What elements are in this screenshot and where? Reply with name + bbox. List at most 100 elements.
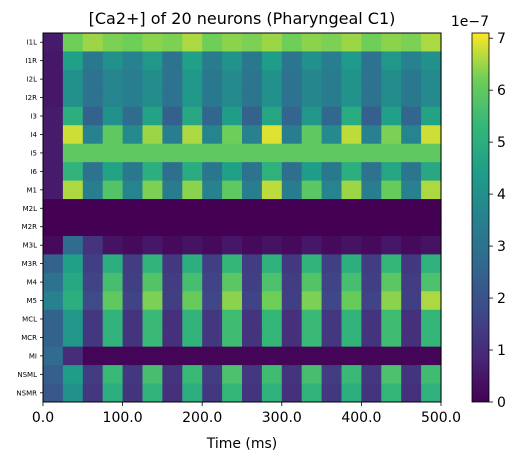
heatmap-cell: [122, 69, 144, 89]
heatmap-cell: [202, 272, 223, 292]
heatmap-cell: [281, 291, 303, 311]
heatmap-cell: [361, 365, 382, 384]
heatmap-cell: [43, 199, 64, 218]
heatmap-cell: [142, 383, 163, 403]
y-tick-label: I1R: [26, 57, 38, 65]
heatmap-cell: [361, 383, 382, 403]
heatmap-cell: [261, 291, 283, 311]
heatmap-cell: [381, 328, 402, 348]
y-tick-label: I2L: [27, 76, 38, 84]
heatmap-cell: [142, 143, 163, 163]
y-tick-label: M2L: [23, 205, 37, 213]
heatmap-cell: [242, 162, 263, 181]
heatmap-cell: [301, 33, 323, 52]
heatmap-cell: [361, 69, 382, 89]
heatmap-cell: [401, 106, 422, 126]
heatmap-cell: [281, 199, 303, 218]
heatmap-cell: [281, 162, 303, 181]
heatmap-cell: [162, 106, 183, 126]
heatmap-cell: [381, 199, 402, 218]
heatmap-cell: [281, 272, 303, 292]
heatmap-cell: [102, 69, 124, 89]
heatmap-cell: [242, 69, 263, 89]
heatmap-cell: [102, 272, 124, 292]
heatmap-cell: [421, 235, 442, 255]
heatmap-cell: [182, 272, 203, 292]
heatmap-cell: [62, 106, 84, 126]
heatmap-cell: [301, 291, 323, 311]
heatmap-cell: [142, 346, 163, 366]
heatmap-cell: [182, 88, 203, 108]
heatmap-cell: [142, 328, 163, 348]
heatmap-cell: [202, 88, 223, 108]
heatmap-cell: [142, 69, 163, 89]
heatmap-cell: [142, 162, 163, 181]
heatmap-cell: [301, 180, 323, 200]
heatmap-cell: [321, 180, 343, 200]
heatmap-cell: [202, 365, 223, 384]
heatmap-cell: [102, 88, 124, 108]
heatmap-cell: [82, 217, 104, 237]
heatmap-cell: [162, 254, 183, 274]
heatmap-cell: [122, 291, 144, 311]
heatmap-cell: [242, 346, 263, 366]
heatmap-cell: [321, 33, 343, 52]
heatmap-cell: [341, 217, 362, 237]
x-tick-label: 0.0: [32, 410, 54, 426]
heatmap-cell: [361, 143, 382, 163]
heatmap-cell: [82, 254, 104, 274]
heatmap-cell: [381, 346, 402, 366]
heatmap-cell: [261, 143, 283, 163]
heatmap-cell: [242, 106, 263, 126]
heatmap-cell: [341, 309, 362, 329]
heatmap-cell: [301, 309, 323, 329]
heatmap-cell: [341, 199, 362, 218]
heatmap-cell: [261, 383, 283, 403]
heatmap-cell: [182, 365, 203, 384]
heatmap-cell: [202, 162, 223, 181]
heatmap-cell: [321, 199, 343, 218]
heatmap-cell: [341, 254, 362, 274]
heatmap-cell: [222, 346, 243, 366]
heatmap-cell: [421, 88, 442, 108]
heatmap-cell: [281, 383, 303, 403]
heatmap-cell: [222, 33, 243, 52]
heatmap-cell: [261, 69, 283, 89]
heatmap-cell: [261, 309, 283, 329]
x-axis-label: Time (ms): [206, 436, 278, 452]
colorbar-tick-label: 3: [497, 239, 506, 255]
heatmap-cell: [361, 254, 382, 274]
heatmap-cell: [82, 51, 104, 71]
heatmap-cell: [242, 309, 263, 329]
heatmap-cell: [242, 217, 263, 237]
heatmap-cell: [122, 88, 144, 108]
heatmap-cell: [182, 125, 203, 145]
heatmap-cell: [301, 217, 323, 237]
heatmap-cell: [361, 33, 382, 52]
heatmap-cell: [421, 143, 442, 163]
heatmap-cell: [381, 88, 402, 108]
heatmap-cell: [401, 254, 422, 274]
heatmap-cell: [281, 143, 303, 163]
heatmap-cell: [102, 365, 124, 384]
heatmap-cell: [182, 69, 203, 89]
heatmap-cell: [222, 328, 243, 348]
heatmap-cell: [222, 309, 243, 329]
colorbar-tick-label: 2: [497, 291, 506, 307]
heatmap-cell: [43, 309, 64, 329]
heatmap-cell: [381, 106, 402, 126]
heatmap-cell: [102, 180, 124, 200]
heatmap-cell: [401, 88, 422, 108]
heatmap-cell: [381, 291, 402, 311]
y-axis: I1L I1R I2L I2R I3 I4 I5 I6 M1 M2L M2R M3L M3R M4 M5 MC…: [16, 39, 43, 397]
heatmap-cell: [401, 217, 422, 237]
heatmap-cell: [301, 235, 323, 255]
heatmap-cell: [102, 346, 124, 366]
heatmap-cell: [43, 88, 64, 108]
heatmap-cell: [421, 106, 442, 126]
y-tick-label: NSML: [17, 371, 37, 379]
x-tick-label: 100.0: [103, 410, 143, 426]
heatmap-cell: [102, 162, 124, 181]
heatmap-cell: [102, 235, 124, 255]
heatmap-cell: [82, 383, 104, 403]
